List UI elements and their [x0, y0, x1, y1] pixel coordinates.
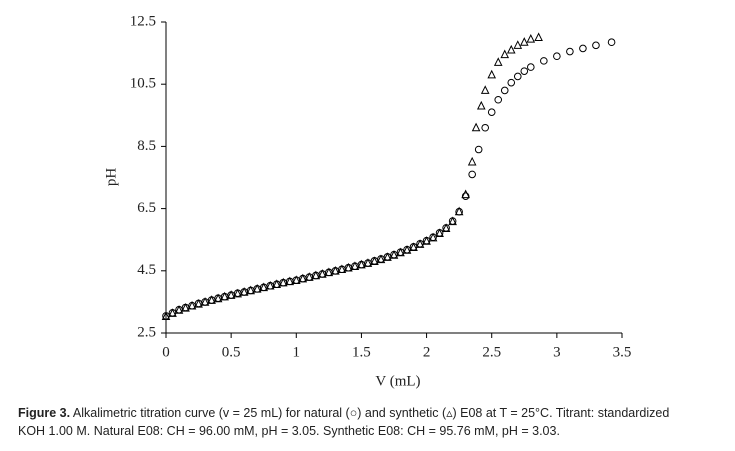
triangle-point — [376, 254, 386, 264]
triangle-point — [389, 250, 399, 259]
triangle-point — [226, 290, 236, 299]
circle-point — [579, 44, 587, 53]
triangle-point — [200, 297, 210, 306]
triangle-point — [291, 275, 301, 284]
triangle-point — [454, 206, 464, 216]
triangle-point — [383, 252, 392, 261]
triangle-point — [174, 305, 184, 314]
triangle-point — [337, 264, 347, 274]
circle-point — [481, 123, 490, 132]
triangle-point — [181, 303, 190, 312]
circle-point — [540, 57, 548, 65]
triangle-point — [409, 242, 418, 251]
triangle-point — [220, 291, 229, 301]
triangle-point — [506, 44, 516, 54]
triangle-point — [272, 279, 282, 288]
caption-text: KOH 1.00 M. Natural E08: CH = 96.00 mM, … — [18, 424, 560, 438]
triangle-point — [350, 261, 360, 270]
y-tick-label: 6.5 — [137, 200, 156, 216]
triangle-point — [370, 256, 379, 265]
triangle-point — [233, 288, 242, 298]
circle-point — [500, 86, 509, 95]
triangle-point — [187, 300, 197, 310]
x-tick-label: 1 — [293, 344, 301, 360]
triangle-point — [357, 259, 366, 269]
y-tick-label: 4.5 — [137, 262, 156, 278]
x-tick-label: 3 — [553, 344, 561, 360]
x-tick-label: 0 — [162, 344, 170, 360]
triangle-point — [278, 277, 288, 287]
triangle-point — [246, 285, 255, 295]
triangle-point — [471, 122, 481, 132]
triangle-point — [161, 311, 171, 321]
triangle-point — [239, 287, 249, 296]
x-tick-label: 0.5 — [222, 344, 241, 360]
triangle-point — [441, 223, 451, 233]
x-axis-label: V (mL) — [375, 373, 420, 389]
triangle-point — [487, 69, 497, 79]
y-tick-label: 8.5 — [137, 138, 156, 154]
triangle-point — [252, 284, 262, 293]
triangle-point — [259, 282, 269, 292]
y-tick-label: 12.5 — [130, 13, 156, 29]
chart: V (mL) pH 0 0.5 1 1.5 2 2.5 3 3.5 2.5 4.5 6.5 8.5 10… — [103, 13, 632, 389]
circle-point — [474, 145, 483, 154]
triangle-point — [344, 262, 353, 272]
y-tick-label: 10.5 — [130, 76, 156, 92]
y-axis-label: pH — [103, 168, 119, 187]
triangle-point — [428, 232, 438, 242]
triangle-point — [305, 272, 314, 281]
triangle-point — [534, 32, 543, 42]
triangle-point — [480, 85, 490, 94]
triangle-point — [285, 276, 295, 286]
triangle-point — [402, 245, 412, 254]
circle-point — [507, 78, 516, 87]
triangle-point — [476, 100, 486, 110]
triangle-point — [168, 308, 177, 317]
y-tick-label: 2.5 — [137, 324, 156, 340]
triangle-point — [396, 247, 405, 257]
triangle-point — [363, 258, 373, 267]
triangle-point — [194, 298, 203, 308]
circle-point — [468, 170, 476, 179]
triangle-point — [435, 228, 444, 237]
caption-text: Alkalimetric titration curve (v = 25 mL)… — [72, 406, 670, 420]
triangle-point — [500, 49, 510, 59]
triangle-point — [519, 37, 529, 46]
circle-point — [494, 95, 503, 104]
x-tick-label: 3.5 — [613, 344, 632, 360]
triangle-point — [526, 33, 536, 43]
circle-point — [487, 108, 496, 116]
circle-point — [527, 63, 535, 71]
circle-point — [592, 41, 600, 50]
triangle-point — [467, 156, 477, 166]
circle-point — [607, 38, 616, 47]
triangle-point — [448, 216, 457, 226]
triangle-point — [265, 280, 275, 290]
triangle-point — [493, 57, 503, 66]
circle-point — [553, 52, 561, 61]
x-tick-label: 2.5 — [482, 344, 501, 360]
triangle-point — [331, 265, 340, 275]
triangle-point — [298, 273, 308, 283]
caption-line: KOH 1.00 M. Natural E08: CH = 96.00 mM, … — [18, 424, 560, 438]
caption-line: Figure 3. Alkalimetric titration curve (… — [18, 405, 669, 420]
caption-label: Figure 3. — [18, 406, 71, 420]
triangle-point — [324, 267, 334, 277]
triangle-point — [415, 239, 425, 248]
triangle-point — [213, 293, 223, 303]
triangle-point — [311, 270, 321, 280]
triangle-point — [461, 189, 470, 199]
triangle-point — [207, 295, 216, 304]
x-tick-label: 1.5 — [352, 344, 371, 360]
circle-point — [513, 72, 522, 81]
triangle-point — [422, 236, 431, 245]
triangle-point — [318, 269, 327, 278]
triangle-point — [513, 40, 523, 49]
x-tick-label: 2 — [423, 344, 431, 360]
circle-point — [520, 67, 529, 75]
circle-point — [566, 47, 574, 56]
